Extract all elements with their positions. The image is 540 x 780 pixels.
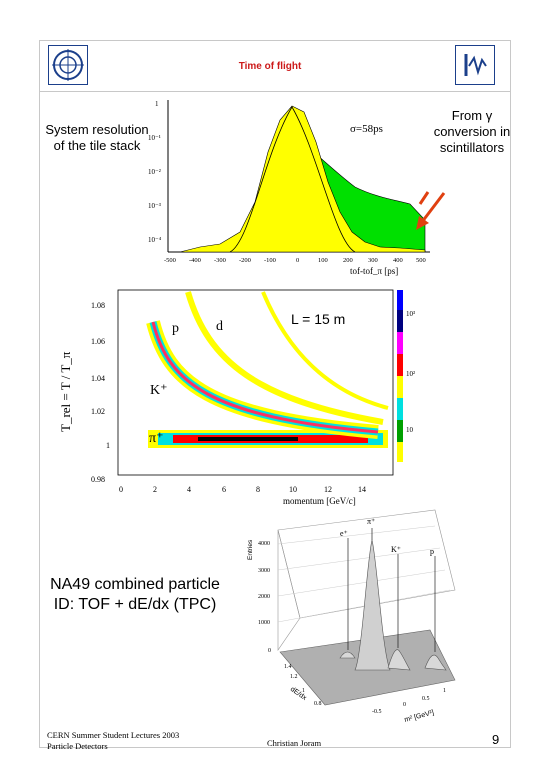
label-pion: π⁺ [149, 431, 163, 446]
peak-label-proton: p [430, 547, 434, 556]
tof-histogram-plot: 1 10⁻¹ 10⁻² 10⁻³ 10⁻⁴ -500 -400 -300 -20… [148, 100, 430, 276]
x-tick: -400 [189, 257, 201, 264]
cern-logo-icon [48, 45, 88, 85]
z-tick: 2000 [258, 594, 270, 600]
footer-author: Christian Joram [267, 738, 322, 748]
slide-frame [39, 40, 511, 748]
pion-peak [354, 539, 391, 671]
y-tick: 1.06 [91, 337, 105, 346]
y-tick: 10⁻² [148, 168, 161, 176]
peak-label-kaon: K⁺ [391, 545, 401, 554]
colorbar [397, 290, 403, 462]
x-tick: -500 [164, 257, 176, 264]
label-deuteron: d [216, 319, 223, 334]
y-tick: 10⁻¹ [148, 134, 161, 142]
x-tick: 300 [368, 257, 378, 264]
proton-band [185, 291, 384, 425]
y-tick: 0.8 [314, 701, 322, 707]
sigma-label: σ=58ps [350, 123, 383, 135]
x-tick: 0 [296, 257, 299, 264]
y-tick: 10⁻³ [148, 202, 161, 210]
slide-title: Time of flight [238, 61, 302, 72]
peak-label-electron: e⁺ [340, 529, 348, 538]
y-tick: 1.4 [284, 664, 292, 670]
distance-annotation: L = 15 m [291, 311, 345, 327]
y-tick: 10⁻⁴ [148, 236, 162, 244]
x-tick: -300 [214, 257, 226, 264]
x-tick: 8 [256, 485, 260, 494]
y-tick: 1 [302, 688, 305, 694]
y-axis-label: T_rel = T / T_π [58, 351, 73, 432]
x-tick: 12 [324, 485, 332, 494]
x-tick: 0 [403, 702, 406, 708]
x-tick: 4 [187, 485, 191, 494]
annotation-arrow-icon [416, 192, 446, 230]
x-tick: 1 [443, 688, 446, 694]
x-tick: 10 [289, 485, 297, 494]
label-proton: p [172, 321, 179, 336]
proton-peak [424, 654, 447, 671]
y-tick: 0.98 [91, 475, 105, 484]
footer-course: CERN Summer Student Lectures 2003 Partic… [47, 730, 179, 752]
z-tick: 1000 [258, 620, 270, 626]
z-axis-label: Entries [247, 539, 254, 560]
x-tick: 0 [119, 485, 123, 494]
colorbar-tick: 10² [406, 370, 415, 378]
x-tick: 100 [318, 257, 328, 264]
kaon-peak [387, 649, 411, 671]
page-number: 9 [492, 732, 500, 747]
x-tick: -100 [264, 257, 276, 264]
x-tick: 400 [393, 257, 403, 264]
y-tick: 1.08 [91, 301, 105, 310]
lego-x-axis-label: m² [GeV²] [404, 709, 435, 724]
x-tick: 2 [153, 485, 157, 494]
x-tick: 500 [416, 257, 426, 264]
note-system-resolution: System resolution of the tile stack [45, 122, 149, 153]
x-tick: 200 [343, 257, 353, 264]
z-tick: 0 [268, 648, 271, 654]
x-tick: 14 [358, 485, 366, 494]
y-tick: 1 [106, 441, 110, 450]
deuteron-band [261, 291, 389, 410]
colorbar-tick: 10 [406, 426, 414, 434]
electron-peak [339, 651, 356, 659]
header-divider [39, 91, 511, 92]
x-tick: -0.5 [372, 709, 382, 715]
y-tick: 1.04 [91, 374, 105, 383]
trel-momentum-plot: 10³ 10² 10 1.08 1.06 1.04 1.02 1 0.98 0 … [58, 289, 415, 506]
y-tick: 1.2 [290, 674, 298, 680]
peak-label-pion: π⁺ [367, 517, 375, 526]
footer-course-line1: CERN Summer Student Lectures 2003 [47, 730, 180, 740]
x-tick: -200 [239, 257, 251, 264]
arrow-icon [418, 191, 430, 205]
x-tick: 0.5 [422, 696, 430, 702]
colorbar-tick: 10³ [406, 310, 415, 318]
histogram-yellow [179, 105, 426, 253]
y-tick: 1 [155, 100, 159, 108]
y-tick: 1.02 [91, 407, 105, 416]
x-tick: 6 [222, 485, 226, 494]
gaussian-fit [229, 106, 356, 253]
x-axis-label: tof-tof_π [ps] [350, 266, 398, 276]
x-axis-label: momentum [GeV/c] [283, 496, 356, 506]
note-gamma-conversion: From γ conversion in scintillators [433, 108, 511, 155]
z-tick: 4000 [258, 541, 270, 547]
na49-caption: NA49 combined particle ID: TOF + dE/dx (… [50, 576, 220, 613]
footer-course-line2: Particle Detectors [47, 741, 108, 751]
label-kaon: K⁺ [150, 383, 168, 398]
z-tick: 3000 [258, 568, 270, 574]
lego-y-axis-label: dE/dx [289, 686, 308, 702]
institute-logo-icon [455, 45, 495, 85]
lego-3d-plot: e⁺ π⁺ K⁺ p 4000 3000 2000 1000 0 Entries… [247, 509, 456, 724]
